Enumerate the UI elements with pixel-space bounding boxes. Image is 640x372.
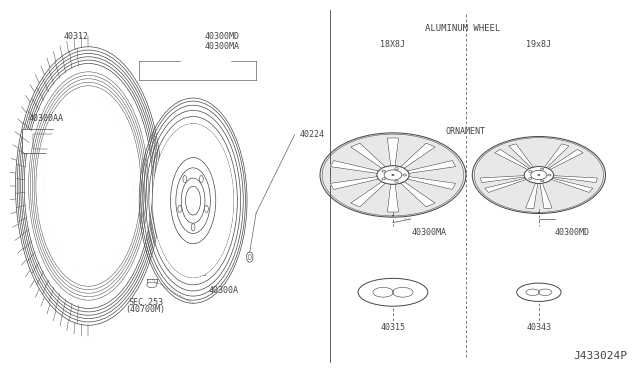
Ellipse shape — [529, 170, 532, 172]
Ellipse shape — [531, 170, 547, 180]
Polygon shape — [387, 184, 399, 212]
Ellipse shape — [153, 124, 234, 278]
Ellipse shape — [382, 170, 385, 172]
Polygon shape — [408, 177, 456, 189]
Ellipse shape — [541, 168, 544, 170]
Text: 40300MA: 40300MA — [412, 228, 447, 237]
Text: 40300AA: 40300AA — [28, 114, 63, 123]
Text: 19x8J: 19x8J — [526, 39, 552, 49]
Text: 40312: 40312 — [63, 32, 88, 41]
Polygon shape — [401, 182, 435, 207]
Text: 40300MA: 40300MA — [204, 42, 239, 51]
Ellipse shape — [395, 168, 398, 170]
Polygon shape — [330, 160, 378, 173]
Text: 40300MD: 40300MD — [555, 228, 589, 237]
Ellipse shape — [524, 167, 554, 183]
Polygon shape — [495, 150, 529, 170]
Polygon shape — [481, 176, 525, 183]
Polygon shape — [351, 182, 385, 207]
Text: SEC.253: SEC.253 — [128, 298, 163, 307]
Ellipse shape — [529, 178, 532, 180]
Polygon shape — [387, 138, 399, 166]
Ellipse shape — [395, 180, 398, 182]
Ellipse shape — [541, 180, 544, 182]
Bar — [33, 134, 64, 149]
Text: 40315: 40315 — [380, 323, 406, 333]
Polygon shape — [553, 176, 597, 183]
Text: 40224: 40224 — [299, 130, 324, 139]
Text: 18X8J: 18X8J — [380, 39, 406, 49]
Bar — [195, 269, 205, 275]
Bar — [22, 129, 76, 153]
Polygon shape — [509, 144, 533, 168]
Text: ORNAMENT: ORNAMENT — [446, 126, 486, 135]
Text: 40343: 40343 — [526, 323, 552, 333]
Ellipse shape — [147, 282, 157, 288]
Ellipse shape — [183, 176, 187, 183]
Polygon shape — [401, 143, 435, 169]
Ellipse shape — [538, 174, 540, 176]
Ellipse shape — [382, 178, 385, 180]
Polygon shape — [540, 183, 552, 209]
Text: ALUMINUM WHEEL: ALUMINUM WHEEL — [425, 24, 500, 33]
Ellipse shape — [377, 166, 409, 184]
Ellipse shape — [200, 176, 204, 183]
Ellipse shape — [358, 278, 428, 306]
Polygon shape — [551, 178, 593, 192]
Polygon shape — [485, 178, 527, 192]
Ellipse shape — [205, 205, 209, 212]
Ellipse shape — [384, 170, 402, 180]
Text: J433024P: J433024P — [573, 352, 628, 361]
Polygon shape — [548, 150, 583, 170]
Text: 40300A: 40300A — [209, 286, 239, 295]
Ellipse shape — [191, 224, 195, 231]
Ellipse shape — [538, 212, 540, 213]
Ellipse shape — [392, 174, 394, 176]
Ellipse shape — [392, 215, 394, 216]
Ellipse shape — [320, 133, 466, 217]
Ellipse shape — [516, 283, 561, 301]
Ellipse shape — [403, 174, 406, 176]
Ellipse shape — [472, 137, 605, 214]
Polygon shape — [525, 183, 538, 209]
Ellipse shape — [43, 98, 134, 274]
Ellipse shape — [246, 252, 253, 262]
Polygon shape — [330, 177, 378, 189]
Ellipse shape — [178, 205, 182, 212]
Ellipse shape — [548, 174, 551, 176]
Text: 40300MD: 40300MD — [204, 32, 239, 41]
Text: (40700M): (40700M) — [125, 305, 166, 314]
Polygon shape — [408, 160, 456, 173]
Polygon shape — [351, 143, 385, 169]
Polygon shape — [545, 144, 569, 168]
